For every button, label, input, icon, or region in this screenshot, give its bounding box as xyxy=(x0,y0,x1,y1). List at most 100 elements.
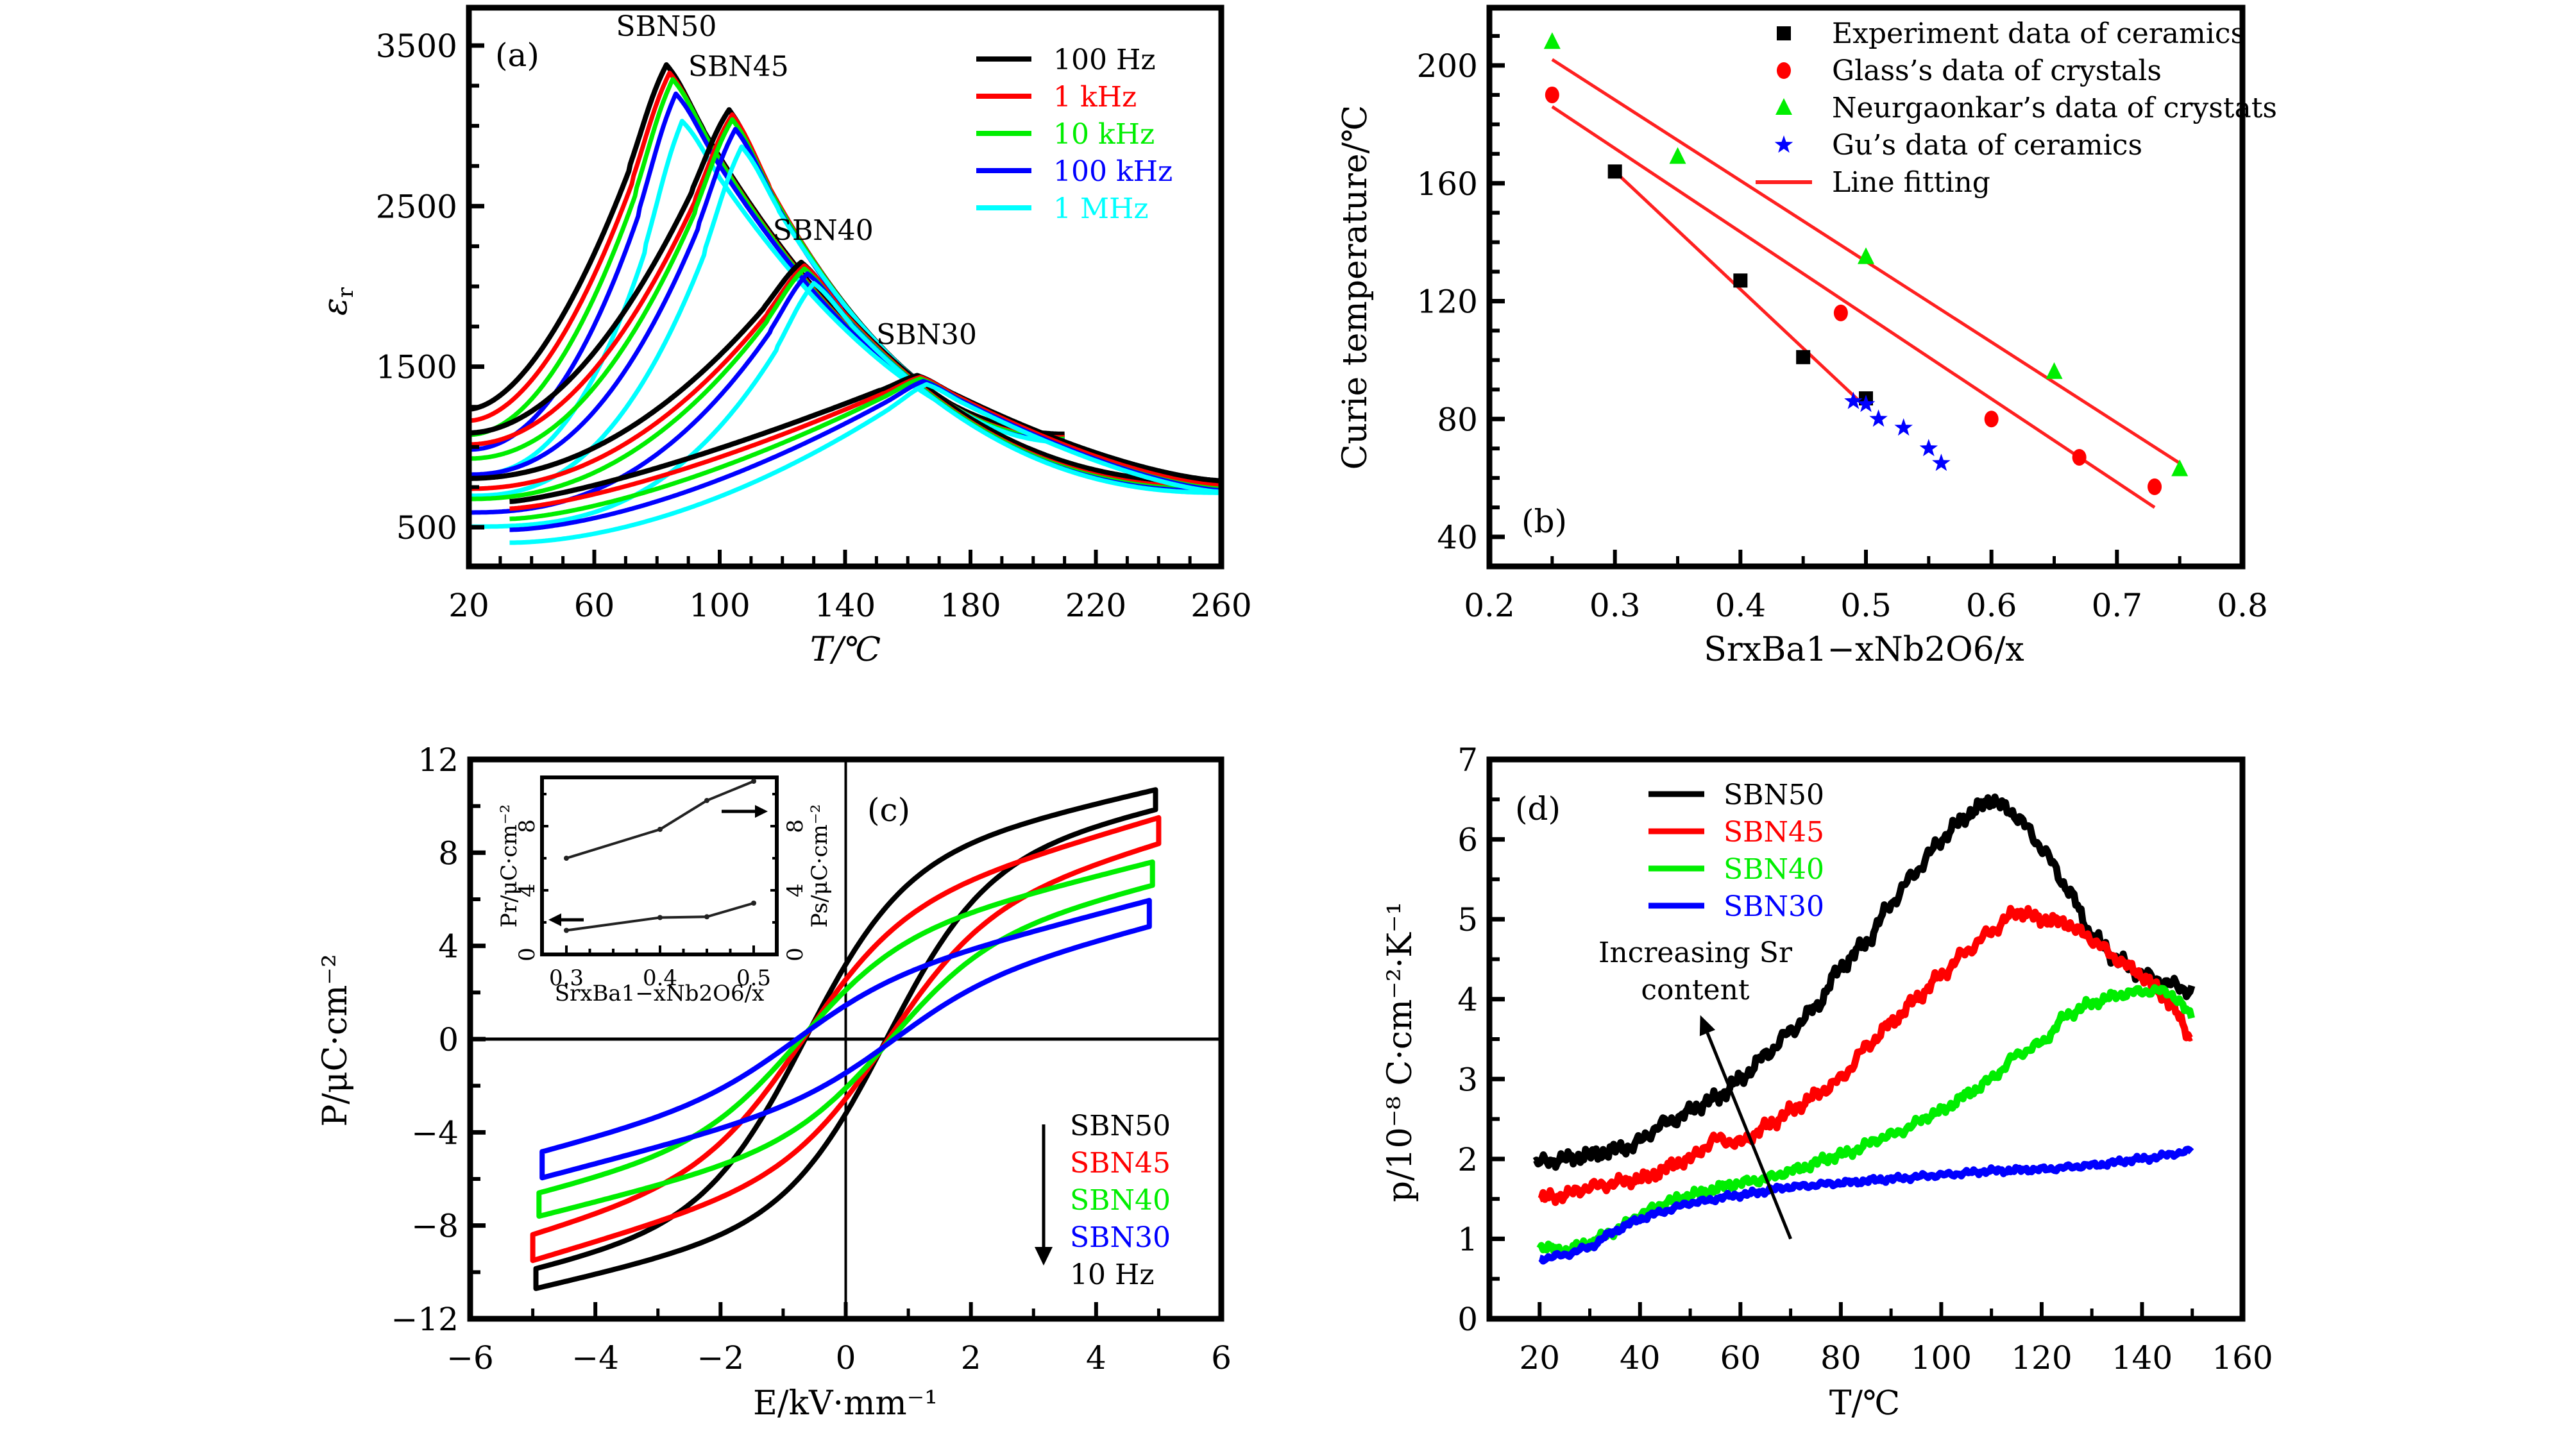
panel-d-xlabel: T/℃ xyxy=(1829,1384,1900,1423)
x-tick-label: 60 xyxy=(1720,1339,1761,1376)
y-tick-label: −4 xyxy=(411,1114,459,1151)
inset-point xyxy=(751,901,756,906)
y-tick-label: 4 xyxy=(1457,981,1478,1019)
x-tick-label: 0.5 xyxy=(1840,587,1892,624)
panel-c-legend: SBN50 SBN45 SBN40 SBN30 10 Hz xyxy=(1035,1110,1171,1291)
x-tick-label: 0.4 xyxy=(1715,587,1767,624)
legend-label-4: Line fitting xyxy=(1832,166,1990,199)
panel-b-ylabel: Curie temperature/℃ xyxy=(1336,105,1375,470)
curve-sbn50-100hz xyxy=(468,62,1066,437)
x-tick-label: −4 xyxy=(572,1339,619,1376)
panel-c-loops xyxy=(530,787,1162,1291)
x-tick-label: 180 xyxy=(940,587,1001,624)
point-star xyxy=(1844,391,1863,409)
legend-label-3: Gu’s data of ceramics xyxy=(1832,129,2142,162)
curve-sbn50-10khz xyxy=(468,77,1065,440)
panel-d-ticks: 20 40 60 80 100 120 140 160 0 1 2 3 4 5 6 7 xyxy=(1457,741,2273,1376)
legend-label-3: SBN30 xyxy=(1070,1221,1171,1254)
legend-label-2: SBN40 xyxy=(1724,853,1824,886)
inset-ylabel-right: Ps/μC·cm⁻² xyxy=(807,804,833,928)
legend-label-4: 10 Hz xyxy=(1070,1258,1155,1291)
y-tick-label: 2 xyxy=(1457,1141,1478,1178)
y-tick-label: 8 xyxy=(438,834,459,872)
legend-label-0: SBN50 xyxy=(1724,779,1824,811)
inset-y-tick-label-right: 8 xyxy=(783,819,808,833)
point-circle xyxy=(1545,86,1559,103)
y-tick-label: 80 xyxy=(1437,401,1478,438)
point-circle xyxy=(1984,411,1999,428)
annotation-sbn40: SBN40 xyxy=(773,214,874,247)
legend-arrow-head xyxy=(1035,1247,1053,1266)
x-tick-label: 2 xyxy=(961,1339,981,1376)
annotation-sbn45: SBN45 xyxy=(688,51,789,83)
panel-d-frame xyxy=(1486,756,2246,1322)
y-tick-label: 4 xyxy=(438,928,459,965)
x-tick-label: 0.7 xyxy=(2092,587,2143,624)
loop-sbn50 xyxy=(533,787,1158,1291)
x-tick-label: 0.8 xyxy=(2217,587,2268,624)
point-triangle xyxy=(1543,32,1561,49)
legend-marker-triangle xyxy=(1775,98,1792,115)
curve-sbn50-1khz xyxy=(468,71,1065,438)
x-tick-label: 0.2 xyxy=(1464,587,1515,624)
x-tick-label: 20 xyxy=(1519,1339,1560,1376)
panel-b-label: (b) xyxy=(1521,503,1567,540)
fit-line-1 xyxy=(1551,105,2156,509)
point-triangle xyxy=(1669,147,1686,164)
x-tick-label: 60 xyxy=(574,587,615,624)
inset-arrow-left-head xyxy=(548,913,561,926)
legend-label-2: Neurgaonkar’s data of crystats xyxy=(1832,92,2277,124)
annotation-sbn50: SBN50 xyxy=(616,10,716,43)
panel-d-legend: SBN50 SBN45 SBN40 SBN30 xyxy=(1648,779,1824,923)
panel-c-inset: 0.3 0.4 0.5 0 0 4 4 8 8 SrxBa1−xNb2O6/x Pr/μC·cm⁻²… xyxy=(496,775,833,1006)
inset-y-tick-label-right: 4 xyxy=(783,883,808,897)
x-tick-label: 6 xyxy=(1211,1339,1232,1376)
point-triangle xyxy=(2171,459,2189,477)
x-tick-label: −2 xyxy=(697,1339,744,1376)
y-tick-label: 2500 xyxy=(376,188,457,225)
y-tick-label: 40 xyxy=(1437,519,1478,556)
inset-x-tick-label: 0.4 xyxy=(643,965,677,991)
y-tick-label: −8 xyxy=(411,1208,459,1245)
point-star xyxy=(1932,453,1951,471)
inset-y-tick-label-right: 0 xyxy=(783,947,808,961)
point-star xyxy=(1856,394,1876,412)
x-tick-label: 120 xyxy=(2011,1339,2072,1376)
y-tick-label: 5 xyxy=(1457,901,1478,938)
x-tick-label: −6 xyxy=(446,1339,494,1376)
panel-d-curves xyxy=(1532,793,2196,1265)
point-circle xyxy=(2148,478,2162,495)
loop-sbn40 xyxy=(536,859,1155,1219)
panel-a-xlabel: T/℃ xyxy=(810,631,881,669)
inset-point xyxy=(657,827,663,832)
curve-sbn45-1khz xyxy=(468,112,1065,447)
x-tick-label: 140 xyxy=(815,587,876,624)
y-tick-label: 1 xyxy=(1457,1221,1478,1258)
inset-point xyxy=(704,798,709,803)
inset-arrow-right-head xyxy=(755,805,768,818)
curve-sbn45 xyxy=(1538,904,2194,1207)
curve-sbn30-100hz xyxy=(509,373,1223,504)
curve-sbn40-1mhz xyxy=(468,281,1223,529)
panel-a-frame xyxy=(466,4,1224,570)
y-tick-label: 3 xyxy=(1457,1061,1478,1098)
inset-y-tick-label-left: 0 xyxy=(514,947,540,961)
point-square xyxy=(1733,273,1748,288)
panel-c-zero-axes xyxy=(470,759,1221,1319)
curve-sbn40 xyxy=(1536,984,2195,1258)
panel-a-annotations: SBN50 SBN45 SBN40 SBN30 xyxy=(616,10,977,352)
panel-a-ticks: 20 60 100 140 180 220 260 500 1500 2500 3500 xyxy=(376,28,1252,624)
legend-label-1: SBN45 xyxy=(1070,1147,1171,1180)
legend-label-2: SBN40 xyxy=(1070,1184,1171,1217)
curve-sbn30-1mhz xyxy=(509,382,1223,545)
point-square xyxy=(1607,164,1622,179)
legend-marker-star xyxy=(1774,135,1793,153)
legend-label-1: 1 kHz xyxy=(1053,81,1137,114)
y-tick-label: 0 xyxy=(1457,1301,1478,1338)
panel-b-legend: Experiment data of ceramics Glass’s data … xyxy=(1756,17,2277,199)
inset-xlabel: SrxBa1−xNb2O6/x xyxy=(555,981,765,1006)
inset-ylabel-left: Pr/μC·cm⁻² xyxy=(496,804,522,928)
inset-point xyxy=(564,928,569,933)
loop-sbn30 xyxy=(539,897,1152,1181)
